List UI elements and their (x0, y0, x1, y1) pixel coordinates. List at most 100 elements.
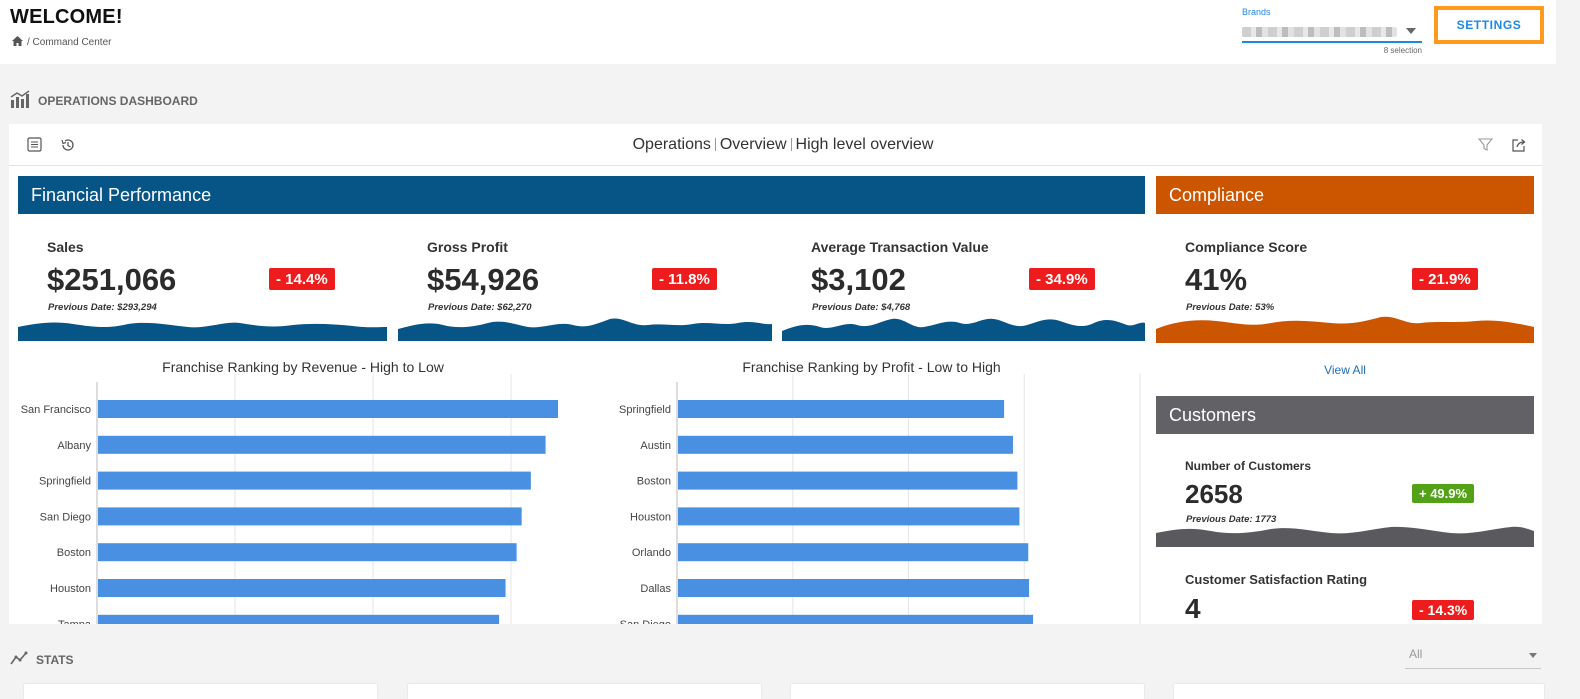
settings-button[interactable]: SETTINGS (1434, 6, 1544, 44)
profit-bar[interactable] (678, 543, 1029, 562)
title-overview: Overview (719, 136, 787, 153)
title-high-level-overview: High level overview (795, 136, 934, 153)
top-bar: WELCOME! / Command Center Brands 8 selec… (0, 0, 1556, 64)
kpi-card-compliance-score: Compliance Score 41% Previous Date: 53% … (1156, 224, 1534, 343)
kpi-title: Gross Profit (427, 239, 508, 255)
brands-field[interactable] (1242, 23, 1422, 43)
compliance-sparkline (1156, 316, 1534, 343)
breadcrumb: / Command Center (12, 36, 111, 49)
kpi-previous: Previous Date: $293,294 (48, 302, 157, 313)
stat-card (1174, 684, 1544, 699)
panel-title: Operations Overview High level overview (9, 136, 1542, 154)
revenue-bar[interactable] (98, 614, 500, 624)
breadcrumb-label: / Command Center (27, 37, 112, 48)
view-all-link[interactable]: View All (1156, 355, 1534, 385)
profit-category-label: Orlando (632, 547, 671, 559)
kpi-value: 4 (1185, 593, 1201, 624)
revenue-ranking-chart: Franchise Ranking by Revenue - High to L… (18, 350, 588, 624)
filter-icon[interactable] (1477, 137, 1494, 153)
profit-bar[interactable] (678, 400, 1005, 418)
revenue-bar[interactable] (98, 471, 531, 490)
list-icon[interactable] (27, 137, 43, 153)
chart-title: Franchise Ranking by Revenue - High to L… (162, 359, 444, 375)
profit-chart-plot: Springfield Austin Boston Houston Orlando Dal… (619, 374, 1141, 624)
kpi-change-badge: - 14.3% (1412, 600, 1475, 620)
profit-bar[interactable] (678, 614, 1034, 624)
stats-filter-select[interactable]: All (1405, 643, 1541, 669)
profit-category-label: Houston (630, 511, 671, 523)
kpi-previous: Previous Date: $4,768 (812, 302, 911, 313)
revenue-category-label: Albany (57, 440, 91, 452)
sales-sparkline (18, 322, 387, 341)
profit-bar[interactable] (678, 507, 1020, 526)
kpi-card-sales: Sales $251,066 Previous Date: $293,294 -… (18, 224, 387, 341)
profit-category-label: Dallas (640, 583, 671, 595)
profit-category-label: Springfield (619, 404, 671, 416)
kpi-value: 2658 (1185, 479, 1243, 509)
operations-dashboard-title: OPERATIONS DASHBOARD (38, 93, 198, 108)
profit-ranking-chart: Franchise Ranking by Profit - Low to Hig… (598, 350, 1145, 624)
compliance-header: Compliance (1156, 176, 1534, 214)
kpi-change-badge: - 11.8% (652, 268, 717, 290)
history-icon[interactable] (60, 137, 76, 153)
share-icon[interactable] (1511, 137, 1527, 153)
stat-card (791, 684, 1144, 699)
kpi-card-gross-profit: Gross Profit $54,926 Previous Date: $62,… (398, 224, 772, 341)
revenue-bar[interactable] (98, 507, 522, 526)
stat-card (408, 684, 761, 699)
profit-category-label: Boston (637, 476, 671, 488)
kpi-title: Sales (47, 239, 84, 255)
stats-filter-value: All (1409, 647, 1423, 661)
brands-label: Brands (1242, 7, 1271, 17)
welcome-heading: WELCOME! (10, 6, 123, 28)
kpi-change-badge: - 21.9% (1412, 268, 1478, 290)
stats-title: STATS (36, 652, 74, 667)
kpi-value: 41% (1185, 262, 1248, 297)
stats-heading: STATS (10, 651, 74, 668)
brands-blurred-value (1242, 27, 1397, 37)
revenue-bar[interactable] (98, 400, 558, 418)
revenue-category-label: Tampa (58, 619, 92, 624)
chart-title: Franchise Ranking by Profit - Low to Hig… (742, 359, 1001, 375)
kpi-title: Customer Satisfaction Rating (1185, 572, 1368, 587)
revenue-category-label: San Diego (40, 511, 91, 523)
kpi-title: Average Transaction Value (811, 239, 989, 255)
bar-chart-icon (10, 90, 30, 111)
gross-profit-sparkline (398, 318, 772, 341)
revenue-bar[interactable] (98, 579, 506, 597)
profit-bar[interactable] (678, 471, 1018, 490)
kpi-change-badge: + 49.9% (1412, 484, 1475, 503)
brands-selection-count: 8 selection (1383, 46, 1422, 55)
kpi-card-average-transaction-value: Average Transaction Value $3,102 Previou… (782, 224, 1145, 341)
profit-bar[interactable] (678, 435, 1013, 454)
kpi-value: $54,926 (427, 262, 540, 297)
customers-header: Customers (1156, 396, 1534, 434)
kpi-card-customer-satisfaction: Customer Satisfaction Rating 4 - 14.3% (1156, 559, 1534, 624)
panel-toolbar: Operations Overview High level overview (9, 124, 1542, 166)
page-scrollbar[interactable] (1556, 0, 1580, 699)
profit-category-label: Austin (640, 440, 671, 452)
revenue-bar[interactable] (98, 543, 517, 562)
kpi-previous: Previous Date: 53% (1186, 302, 1275, 313)
kpi-value: $251,066 (47, 262, 177, 297)
home-icon[interactable] (12, 36, 23, 49)
operations-dashboard-heading: OPERATIONS DASHBOARD (10, 90, 198, 111)
brands-select[interactable]: Brands 8 selection (1242, 7, 1422, 55)
profit-category-label: San Diego (620, 619, 671, 624)
chevron-down-icon[interactable] (1529, 653, 1537, 658)
title-operations: Operations (632, 136, 711, 153)
revenue-bar[interactable] (98, 435, 546, 454)
customers-sparkline (1156, 526, 1534, 547)
revenue-category-label: Houston (50, 583, 91, 595)
chevron-down-icon[interactable] (1406, 28, 1416, 34)
revenue-category-label: Springfield (39, 476, 91, 488)
kpi-previous: Previous Date: 1773 (1186, 514, 1277, 525)
avg-transaction-sparkline (782, 318, 1145, 341)
kpi-change-badge: - 34.9% (1029, 268, 1095, 290)
revenue-category-label: Boston (57, 547, 91, 559)
kpi-title: Compliance Score (1185, 239, 1308, 255)
profit-bar[interactable] (678, 579, 1030, 597)
kpi-title: Number of Customers (1185, 459, 1312, 473)
revenue-chart-plot: San Francisco Albany Springfield San Diego B… (21, 374, 558, 624)
kpi-card-number-of-customers: Number of Customers 2658 Previous Date: … (1156, 446, 1534, 547)
